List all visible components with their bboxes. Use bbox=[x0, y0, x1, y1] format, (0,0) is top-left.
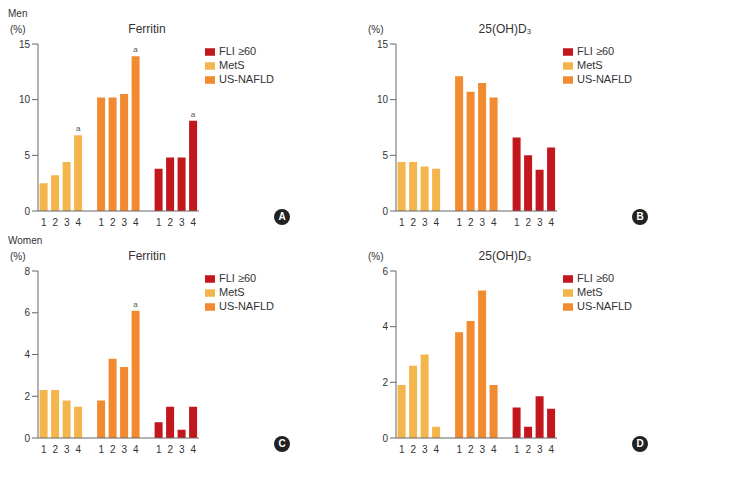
svg-text:2: 2 bbox=[410, 444, 416, 455]
svg-text:a: a bbox=[133, 300, 138, 309]
svg-text:0: 0 bbox=[24, 206, 30, 217]
svg-text:2: 2 bbox=[525, 444, 531, 455]
svg-text:2: 2 bbox=[24, 391, 30, 402]
html-text:MetS: MetS bbox=[219, 59, 245, 71]
svg-text:2: 2 bbox=[167, 217, 173, 228]
svg-text:4: 4 bbox=[491, 444, 497, 455]
svg-text:1: 1 bbox=[456, 444, 462, 455]
svg-text:4: 4 bbox=[190, 444, 196, 455]
svg-text:3: 3 bbox=[121, 444, 127, 455]
svg-text:3: 3 bbox=[179, 444, 185, 455]
svg-text:4: 4 bbox=[491, 217, 497, 228]
svg-text:1: 1 bbox=[41, 444, 47, 455]
svg-text:5: 5 bbox=[24, 150, 30, 161]
svg-text:2: 2 bbox=[167, 444, 173, 455]
svg-text:a: a bbox=[191, 110, 196, 119]
html-text:FLI ≥60: FLI ≥60 bbox=[577, 45, 615, 57]
svg-text:3: 3 bbox=[422, 444, 428, 455]
html-text:Ferritin: Ferritin bbox=[128, 249, 166, 263]
svg-text:1: 1 bbox=[456, 217, 462, 228]
svg-text:6: 6 bbox=[382, 266, 388, 277]
html-text:MetS: MetS bbox=[577, 59, 603, 71]
svg-text:1: 1 bbox=[156, 444, 162, 455]
html-text:Ferritin: Ferritin bbox=[128, 22, 166, 36]
svg-text:5: 5 bbox=[382, 150, 388, 161]
svg-text:2: 2 bbox=[468, 444, 474, 455]
html-text:FLI ≥60: FLI ≥60 bbox=[219, 45, 257, 57]
svg-text:1: 1 bbox=[98, 444, 104, 455]
svg-text:3: 3 bbox=[479, 217, 485, 228]
svg-text:6: 6 bbox=[24, 307, 30, 318]
svg-text:1: 1 bbox=[399, 217, 405, 228]
svg-text:2: 2 bbox=[110, 217, 116, 228]
svg-text:2: 2 bbox=[52, 217, 58, 228]
svg-text:0: 0 bbox=[382, 433, 388, 444]
svg-text:1: 1 bbox=[98, 217, 104, 228]
svg-text:1: 1 bbox=[514, 444, 520, 455]
svg-text:1: 1 bbox=[41, 217, 47, 228]
html-text:25(OH)D₃: 25(OH)D₃ bbox=[478, 249, 532, 263]
svg-text:1: 1 bbox=[514, 217, 520, 228]
html-text:Men: Men bbox=[8, 8, 28, 19]
svg-text:3: 3 bbox=[64, 444, 70, 455]
svg-text:4: 4 bbox=[24, 349, 30, 360]
html-text:US-NAFLD: US-NAFLD bbox=[577, 73, 632, 85]
svg-text:4: 4 bbox=[433, 444, 439, 455]
svg-text:4: 4 bbox=[75, 217, 81, 228]
html-text:FLI ≥60: FLI ≥60 bbox=[219, 272, 257, 284]
html-text:FLI ≥60: FLI ≥60 bbox=[577, 272, 615, 284]
svg-text:2: 2 bbox=[468, 217, 474, 228]
svg-text:4: 4 bbox=[548, 217, 554, 228]
svg-text:0: 0 bbox=[382, 206, 388, 217]
svg-text:0: 0 bbox=[24, 433, 30, 444]
svg-text:1: 1 bbox=[399, 444, 405, 455]
svg-text:15: 15 bbox=[19, 39, 31, 50]
svg-text:1: 1 bbox=[156, 217, 162, 228]
svg-text:a: a bbox=[76, 124, 81, 133]
svg-text:4: 4 bbox=[382, 321, 388, 332]
svg-text:10: 10 bbox=[19, 94, 31, 105]
svg-text:3: 3 bbox=[537, 217, 543, 228]
html-text:US-NAFLD: US-NAFLD bbox=[219, 73, 274, 85]
html-text:25(OH)D₃: 25(OH)D₃ bbox=[478, 22, 532, 36]
svg-text:4: 4 bbox=[75, 444, 81, 455]
html-text:D: D bbox=[636, 438, 644, 449]
svg-text:2: 2 bbox=[382, 377, 388, 388]
html-text:US-NAFLD: US-NAFLD bbox=[219, 300, 274, 312]
svg-text:3: 3 bbox=[179, 217, 185, 228]
html-text:C: C bbox=[278, 438, 286, 449]
svg-text:2: 2 bbox=[525, 217, 531, 228]
html-text:MetS: MetS bbox=[219, 286, 245, 298]
svg-text:4: 4 bbox=[190, 217, 196, 228]
svg-text:3: 3 bbox=[422, 217, 428, 228]
svg-text:8: 8 bbox=[24, 266, 30, 277]
html-text:US-NAFLD: US-NAFLD bbox=[577, 300, 632, 312]
svg-text:2: 2 bbox=[410, 217, 416, 228]
svg-text:3: 3 bbox=[64, 217, 70, 228]
svg-text:4: 4 bbox=[133, 217, 139, 228]
svg-text:10: 10 bbox=[377, 94, 389, 105]
svg-text:4: 4 bbox=[548, 444, 554, 455]
html-text:Women: Women bbox=[8, 235, 43, 246]
svg-text:a: a bbox=[133, 45, 138, 54]
svg-text:2: 2 bbox=[110, 444, 116, 455]
svg-text:3: 3 bbox=[121, 217, 127, 228]
svg-text:4: 4 bbox=[433, 217, 439, 228]
html-text:B: B bbox=[636, 211, 644, 222]
svg-text:3: 3 bbox=[537, 444, 543, 455]
svg-text:2: 2 bbox=[52, 444, 58, 455]
svg-text:15: 15 bbox=[377, 39, 389, 50]
html-text:A: A bbox=[278, 211, 286, 222]
html-text:MetS: MetS bbox=[577, 286, 603, 298]
svg-text:4: 4 bbox=[133, 444, 139, 455]
svg-text:3: 3 bbox=[479, 444, 485, 455]
